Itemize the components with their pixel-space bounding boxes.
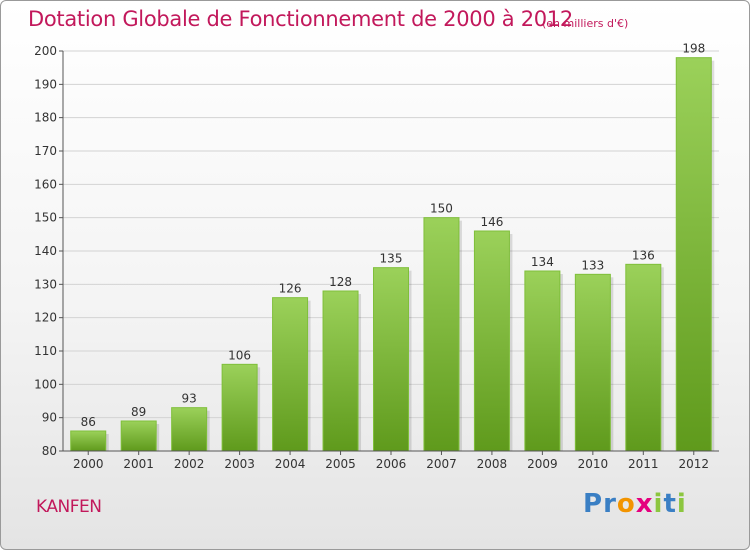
y-tick-label: 160 (34, 177, 57, 191)
logo-letter: t (663, 489, 677, 519)
logo-letter: x (635, 489, 654, 519)
x-tick-label: 2011 (628, 457, 659, 471)
bar (322, 290, 359, 452)
x-tick-label: 2012 (678, 457, 709, 471)
data-label: 106 (228, 348, 251, 362)
y-tick-labels: 80 90 100 110 120 130 140 150 160 170 180 190 200 (34, 44, 63, 458)
y-tick-label: 100 (34, 377, 57, 391)
y-tick-label: 130 (34, 277, 57, 291)
data-label: 128 (329, 275, 352, 289)
data-label: 136 (632, 248, 655, 262)
data-label: 126 (279, 282, 302, 296)
data-labels: 86 89 93 106 126 128 135 150 146 134 133 136 198 (81, 42, 706, 429)
bar (221, 363, 258, 452)
x-tick-label: 2005 (325, 457, 356, 471)
y-tick-label: 110 (34, 344, 57, 358)
x-tick-label: 2008 (477, 457, 508, 471)
proxiti-logo: Proxiti (583, 489, 687, 519)
bar (272, 297, 309, 452)
y-tick-label: 140 (34, 244, 57, 258)
x-tick-label: 2009 (527, 457, 558, 471)
x-tick-label: 2003 (224, 457, 255, 471)
y-tick-label: 150 (34, 211, 57, 225)
data-label: 93 (182, 392, 197, 406)
x-tick-label: 2010 (578, 457, 609, 471)
bar (423, 217, 460, 452)
bar (574, 273, 611, 452)
y-tick-label: 180 (34, 111, 57, 125)
y-tick-label: 190 (34, 77, 57, 91)
x-tick-label: 2001 (123, 457, 154, 471)
y-tick-label: 170 (34, 144, 57, 158)
data-label: 133 (581, 258, 604, 272)
commune-name: KANFEN (36, 497, 102, 517)
x-tick-label: 2004 (275, 457, 306, 471)
logo-letter: i (653, 489, 664, 519)
y-tick-label: 80 (42, 444, 57, 458)
data-label: 134 (531, 255, 554, 269)
y-tick-label: 120 (34, 311, 57, 325)
bar (625, 263, 662, 452)
data-label: 86 (81, 415, 96, 429)
chart-title: Dotation Globale de Fonctionnement de 20… (28, 7, 573, 31)
data-label: 89 (131, 405, 146, 419)
bar (524, 270, 561, 452)
y-tick-label: 200 (34, 44, 57, 58)
x-tick-label: 2007 (426, 457, 457, 471)
bar (171, 407, 208, 452)
x-tick-labels: 2000 2001 2002 2003 2004 2005 2006 2007 2008 2009… (73, 451, 709, 471)
logo-letter: P (583, 489, 604, 519)
chart-subtitle: (en milliers d'€) (542, 17, 629, 30)
bar (473, 230, 510, 452)
bar (70, 430, 107, 452)
data-label: 146 (480, 215, 503, 229)
data-label: 150 (430, 202, 453, 216)
logo-letter: o (616, 489, 636, 519)
y-tick-label: 90 (42, 411, 57, 425)
logo-letter: i (676, 489, 687, 519)
data-label: 198 (682, 42, 705, 56)
data-label: 135 (380, 252, 403, 266)
x-tick-label: 2000 (73, 457, 104, 471)
bar (373, 267, 409, 452)
bars (70, 57, 715, 452)
x-tick-label: 2002 (174, 457, 205, 471)
bar (675, 57, 712, 452)
logo-letter: r (603, 489, 617, 519)
x-tick-label: 2006 (376, 457, 407, 471)
bar (120, 420, 157, 452)
